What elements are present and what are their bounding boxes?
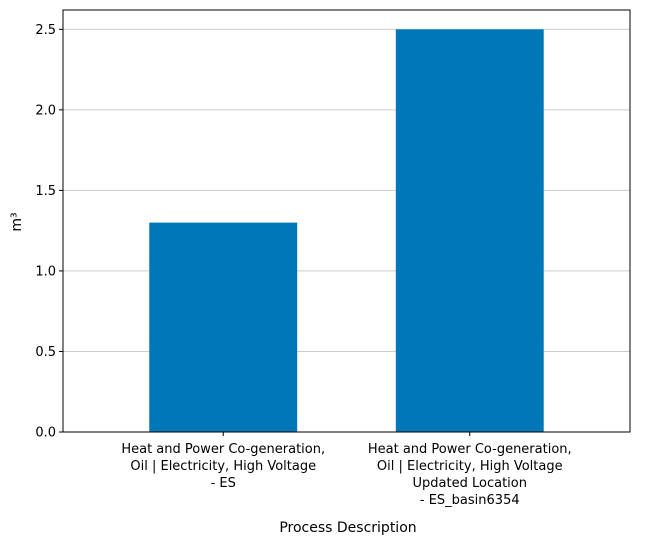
y-tick-label: 0.5 <box>35 345 56 360</box>
bar <box>395 29 544 432</box>
x-tick-label: Heat and Power Co-generation, <box>368 442 572 457</box>
x-tick-label: Updated Location <box>413 476 527 491</box>
y-tick-label: 1.0 <box>35 264 56 279</box>
grid-lines <box>63 28 630 352</box>
x-tick-label: - ES_basin6354 <box>420 493 520 508</box>
y-axis-ticks: 0.0 0.5 1.0 1.5 2.0 2.5 <box>35 23 63 441</box>
x-axis-ticks: Heat and Power Co-generation, Oil | Elect… <box>121 432 572 508</box>
x-tick-label: - ES <box>211 476 236 491</box>
x-tick-label: Oil | Electricity, High Voltage <box>377 459 563 474</box>
y-tick-label: 1.5 <box>35 184 56 199</box>
x-tick-label: Heat and Power Co-generation, <box>121 442 325 457</box>
plot-frame <box>62 9 631 433</box>
x-axis-label: Process Description <box>279 520 416 536</box>
y-tick-label: 2.0 <box>35 103 56 118</box>
x-tick-label: Oil | Electricity, High Voltage <box>130 459 316 474</box>
y-axis-label: m³ <box>9 212 25 231</box>
bar <box>149 222 298 432</box>
y-tick-label: 2.5 <box>35 23 56 38</box>
y-tick-label: 0.0 <box>35 426 56 441</box>
bars <box>149 29 544 432</box>
